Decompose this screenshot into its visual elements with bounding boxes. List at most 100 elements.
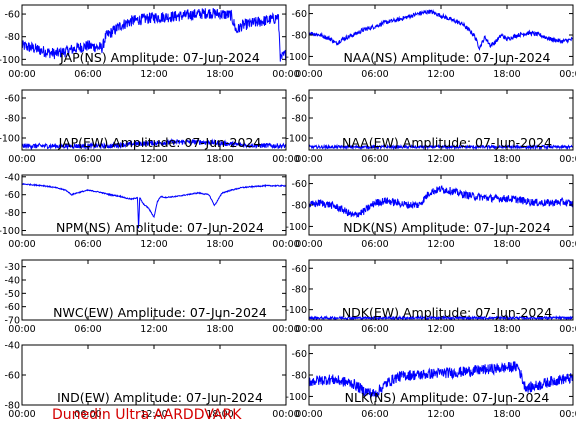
y-tick-label: -60	[4, 10, 20, 21]
y-tick-label: -60	[4, 190, 20, 201]
panel-3: -60 -80 -100 00:00 06:00 12:00 18:00 00:00 JAP(E…	[0, 89, 300, 165]
x-tick-label: 00:00	[295, 69, 322, 80]
x-tick-label: 00:00	[559, 324, 576, 335]
y-tick-label: -60	[4, 302, 20, 313]
panel-4: -60 -80 -100 00:00 06:00 12:00 18:00 00:00 NAA(E…	[285, 89, 576, 165]
x-tick-label: 18:00	[206, 154, 233, 165]
panel-title: NLK(NS) Amplitude: 07-Jun-2024	[345, 390, 550, 405]
y-tick-label: -80	[4, 401, 20, 412]
x-tick-label: 12:00	[427, 409, 454, 420]
amplitude-trace-10-1	[309, 360, 573, 399]
x-tick-label: 18:00	[206, 409, 233, 420]
x-tick-label: 06:00	[74, 239, 101, 250]
y-tick-label: -100	[285, 222, 307, 233]
y-tick-label: -60	[291, 264, 307, 275]
x-tick-label: 06:00	[361, 154, 388, 165]
y-tick-label: -100	[285, 52, 307, 63]
x-tick-label: 12:00	[140, 69, 167, 80]
x-tick-label: 06:00	[361, 409, 388, 420]
y-tick-label: -100	[285, 305, 307, 316]
x-tick-label: 12:00	[427, 154, 454, 165]
panel-title: NPM(NS) Amplitude: 07-Jun-2024	[56, 220, 264, 235]
amplitude-trace-2-1	[309, 9, 573, 51]
y-tick-label: -80	[291, 31, 307, 42]
panel-8: -60 -80 -100 00:00 06:00 12:00 18:00 00:00 NDK(E…	[285, 259, 576, 335]
x-tick-label: 06:00	[74, 154, 101, 165]
x-tick-label: 06:00	[361, 239, 388, 250]
y-tick-label: -40	[4, 341, 20, 352]
x-tick-label: 12:00	[140, 409, 167, 420]
panel-title: IND(EW) Amplitude: 07-Jun-2024	[57, 390, 263, 405]
y-tick-label: -30	[4, 262, 20, 273]
y-tick-label: -100	[0, 55, 20, 66]
x-tick-label: 18:00	[493, 324, 520, 335]
amplitude-trace-5-1	[22, 182, 286, 229]
y-tick-label: -40	[4, 172, 20, 183]
x-tick-label: 00:00	[8, 154, 35, 165]
x-tick-label: 18:00	[206, 69, 233, 80]
x-tick-label: 12:00	[140, 239, 167, 250]
panel-title: NWC(EW) Amplitude: 07-Jun-2024	[53, 305, 267, 320]
panel-title: NAA(EW) Amplitude: 07-Jun-2024	[342, 135, 552, 150]
panel-title: NDK(NS) Amplitude: 07-Jun-2024	[343, 220, 550, 235]
y-tick-label: -80	[4, 32, 20, 43]
panel-10: -60 -80 -100 00:00 06:00 12:00 18:00 00:00 NLK(N…	[285, 344, 576, 420]
x-tick-label: 00:00	[295, 409, 322, 420]
x-tick-label: 00:00	[8, 409, 35, 420]
y-tick-label: -100	[285, 134, 307, 145]
y-tick-label: -80	[4, 208, 20, 219]
amplitude-trace-6-1	[309, 185, 573, 219]
x-tick-label: 06:00	[74, 409, 101, 420]
y-tick-label: -80	[291, 114, 307, 125]
panel-1: -60 -80 -100 00:00 06:00 12:00 18:00 00:00 JAP(N…	[0, 4, 300, 80]
x-tick-label: 00:00	[559, 69, 576, 80]
x-tick-label: 06:00	[361, 324, 388, 335]
x-tick-label: 00:00	[559, 239, 576, 250]
x-tick-label: 00:00	[272, 154, 299, 165]
panel-title: JAP(NS) Amplitude: 07-Jun-2024	[59, 50, 260, 65]
x-tick-label: 00:00	[559, 154, 576, 165]
x-tick-label: 06:00	[74, 324, 101, 335]
x-tick-label: 06:00	[361, 69, 388, 80]
y-tick-label: -100	[0, 134, 20, 145]
amplitude-trace-1-1	[22, 7, 286, 62]
x-tick-label: 00:00	[272, 409, 299, 420]
x-tick-label: 00:00	[295, 154, 322, 165]
footer-label: Dunedin Ultra AARDDVARK	[52, 407, 242, 423]
x-tick-label: 00:00	[272, 239, 299, 250]
x-tick-label: 00:00	[8, 239, 35, 250]
y-tick-label: -60	[291, 94, 307, 105]
y-tick-label: -80	[291, 201, 307, 212]
x-tick-label: 12:00	[140, 154, 167, 165]
y-tick-label: -80	[4, 114, 20, 125]
amplitude-trace-3-1	[22, 138, 286, 150]
x-tick-label: 18:00	[493, 409, 520, 420]
y-tick-label: -50	[4, 289, 20, 300]
y-tick-label: -100	[285, 392, 307, 403]
y-tick-label: -60	[4, 371, 20, 382]
x-tick-label: 18:00	[493, 239, 520, 250]
x-tick-label: 18:00	[493, 154, 520, 165]
x-tick-label: 00:00	[8, 324, 35, 335]
panel-2: -60 -80 -100 00:00 06:00 12:00 18:00 00:00 NAA(N…	[285, 4, 576, 80]
panel-title: NAA(NS) Amplitude: 07-Jun-2024	[343, 50, 550, 65]
y-tick-label: -60	[291, 9, 307, 20]
panel-6: -60 -80 -100 00:00 06:00 12:00 18:00 00:00 NDK(N…	[285, 174, 576, 250]
x-tick-label: 00:00	[272, 69, 299, 80]
y-tick-label: -80	[291, 284, 307, 295]
panel-title: JAP(EW) Amplitude: 07-Jun-2024	[58, 135, 262, 150]
y-tick-label: -40	[4, 276, 20, 287]
x-tick-label: 18:00	[206, 324, 233, 335]
y-tick-label: -60	[4, 94, 20, 105]
x-tick-label: 12:00	[427, 69, 454, 80]
x-tick-label: 18:00	[206, 239, 233, 250]
x-tick-label: 18:00	[493, 69, 520, 80]
y-tick-label: -60	[291, 179, 307, 190]
x-tick-label: 12:00	[427, 324, 454, 335]
y-tick-label: -80	[291, 371, 307, 382]
x-tick-label: 00:00	[559, 409, 576, 420]
